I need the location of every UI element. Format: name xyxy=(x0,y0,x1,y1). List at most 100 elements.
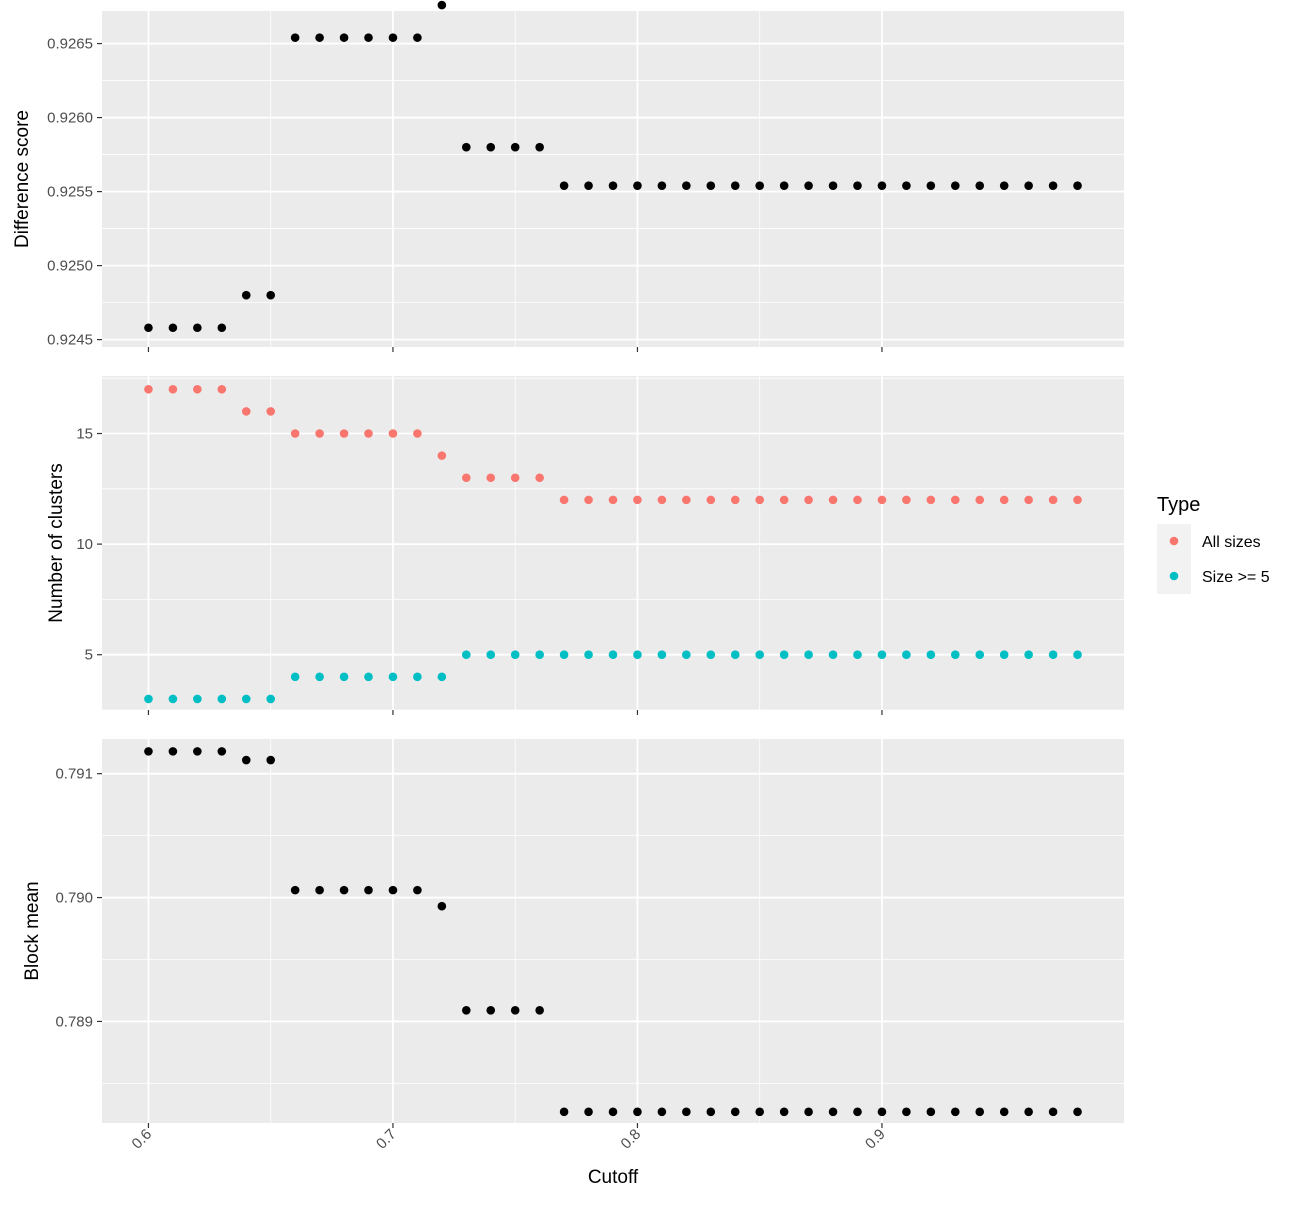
data-point xyxy=(364,672,373,682)
data-point xyxy=(413,429,422,438)
y-tick-label: 0.9255 xyxy=(47,184,93,201)
data-point xyxy=(804,495,813,505)
data-point xyxy=(510,473,520,483)
data-point xyxy=(413,672,422,682)
data-point xyxy=(168,384,178,394)
data-point xyxy=(1024,1107,1033,1117)
panel-background xyxy=(102,739,1124,1123)
data-point xyxy=(633,181,642,190)
data-point xyxy=(241,755,251,765)
data-point xyxy=(682,495,691,505)
data-point xyxy=(926,650,936,660)
y-tick-label: 0.789 xyxy=(55,1013,93,1030)
data-point xyxy=(730,650,740,660)
data-point xyxy=(388,429,398,438)
data-point xyxy=(388,672,398,682)
data-point xyxy=(290,429,300,438)
data-point xyxy=(1073,181,1082,190)
legend-label: Size >= 5 xyxy=(1202,569,1270,586)
data-point xyxy=(950,650,960,660)
data-point xyxy=(584,1107,593,1117)
data-point xyxy=(608,650,618,660)
data-point xyxy=(559,181,569,190)
data-point xyxy=(241,694,251,704)
data-point xyxy=(877,650,887,660)
data-point xyxy=(755,650,764,660)
y-axis-title: Number of clusters xyxy=(46,463,67,622)
data-point xyxy=(804,181,813,190)
data-point xyxy=(779,181,789,190)
data-point xyxy=(902,650,911,660)
y-tick-label: 0.791 xyxy=(55,766,93,783)
data-point xyxy=(706,495,716,505)
data-point xyxy=(510,1005,520,1015)
data-point xyxy=(290,672,300,682)
data-point xyxy=(1024,181,1033,190)
data-point xyxy=(975,1107,985,1117)
data-point xyxy=(779,495,789,505)
panel-1: 0.9245 0.9250 0.9255 0.9260 0.9265 Difference… xyxy=(12,0,1124,352)
data-point xyxy=(755,1107,764,1117)
data-point xyxy=(266,290,276,300)
legend-key-background xyxy=(1157,524,1191,594)
y-tick-label: 15 xyxy=(76,426,93,443)
x-axis-title: Cutoff xyxy=(588,1167,639,1188)
data-point xyxy=(413,885,422,895)
legend: Type All sizes Size >= 5 xyxy=(1157,494,1270,594)
y-axis-title: Difference score xyxy=(12,110,33,248)
series xyxy=(144,384,1082,505)
data-point xyxy=(926,1107,936,1117)
panel-2: 5 10 15 Number of clusters xyxy=(46,376,1124,715)
data-point xyxy=(193,323,202,333)
data-point xyxy=(413,33,422,42)
data-point xyxy=(608,1107,618,1117)
data-point xyxy=(853,495,862,505)
data-point xyxy=(975,495,985,505)
data-point xyxy=(633,495,642,505)
data-point xyxy=(657,495,667,505)
y-tick-label: 0.9260 xyxy=(47,110,93,127)
data-point xyxy=(217,384,227,394)
data-point xyxy=(241,407,251,416)
data-point xyxy=(706,181,716,190)
data-point xyxy=(902,495,911,505)
data-point xyxy=(486,1005,496,1015)
data-point xyxy=(437,0,447,10)
data-point xyxy=(535,473,544,483)
data-point xyxy=(877,495,887,505)
data-point xyxy=(364,33,373,42)
y-tick-label: 0.790 xyxy=(55,890,93,907)
data-point xyxy=(315,885,324,895)
data-point xyxy=(950,181,960,190)
data-point xyxy=(290,885,300,895)
data-point xyxy=(926,495,936,505)
data-point xyxy=(828,495,838,505)
panel-background xyxy=(102,376,1124,710)
data-point xyxy=(510,142,520,152)
data-point xyxy=(657,1107,667,1117)
data-point xyxy=(559,650,569,660)
data-point xyxy=(339,672,349,682)
legend-label: All sizes xyxy=(1202,534,1261,551)
data-point xyxy=(388,33,398,42)
data-point xyxy=(462,1005,471,1015)
data-point xyxy=(828,650,838,660)
data-point xyxy=(1048,181,1058,190)
data-point xyxy=(804,650,813,660)
data-point xyxy=(1048,495,1058,505)
data-point xyxy=(168,323,178,333)
data-point xyxy=(853,650,862,660)
data-point xyxy=(999,495,1009,505)
data-point xyxy=(559,1107,569,1117)
data-point xyxy=(633,650,642,660)
x-axis: 0.6 0.7 0.8 0.9 xyxy=(129,1126,889,1153)
data-point xyxy=(706,1107,716,1117)
legend-key xyxy=(1169,536,1179,546)
data-point xyxy=(266,755,276,765)
data-point xyxy=(559,495,569,505)
x-tick-label: 0.8 xyxy=(618,1126,645,1153)
legend-key xyxy=(1169,571,1179,581)
data-point xyxy=(290,33,300,42)
data-point xyxy=(657,650,667,660)
data-point xyxy=(144,323,153,333)
